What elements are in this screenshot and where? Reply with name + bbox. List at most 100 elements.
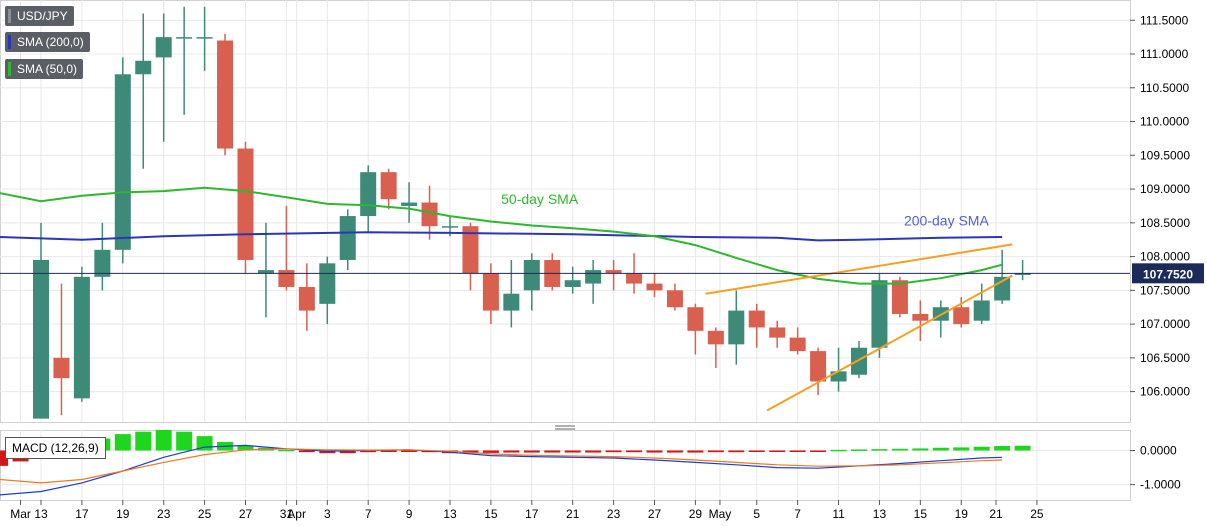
x-tick-label: 31: [280, 507, 294, 521]
macd-histogram-bar: [339, 450, 356, 454]
y-tick-label: 109.0000: [1140, 182, 1190, 196]
macd-histogram: [0, 430, 1031, 466]
candle: [401, 182, 418, 223]
candlestick-series: [33, 6, 1031, 419]
x-tick-label: 9: [406, 507, 413, 521]
x-tick-label: Apr: [287, 507, 306, 521]
candle: [73, 266, 90, 402]
macd-signal-line: [0, 448, 1003, 484]
x-tick-label: 25: [1030, 507, 1044, 521]
candle-body: [1014, 273, 1031, 275]
y-tick-label: 107.5000: [1140, 283, 1190, 297]
y-tick-label: 111.5000: [1140, 13, 1189, 27]
macd-histogram-bar: [912, 448, 929, 451]
candle-body: [564, 280, 581, 287]
candle-body: [155, 37, 172, 58]
sma50-annotation: 50-day SMA: [501, 191, 579, 207]
trendline: [705, 243, 1013, 295]
y-tick-label: 108.0000: [1140, 250, 1190, 264]
candle-body: [421, 202, 438, 227]
candle-body: [298, 286, 315, 311]
candle-body: [73, 276, 90, 399]
x-tick-label: May: [709, 507, 732, 521]
candle-body: [810, 351, 827, 382]
macd-histogram-bar: [544, 450, 561, 453]
macd-histogram-bar: [728, 450, 745, 453]
last-price-badge: [1132, 263, 1204, 284]
legend-sma200-label: SMA (200,0): [17, 35, 84, 49]
candle-body: [401, 202, 418, 206]
candle: [871, 273, 888, 358]
macd-histogram-bar: [585, 450, 602, 453]
macd-histogram-bar: [298, 450, 315, 453]
candle-body: [523, 259, 540, 291]
candle: [912, 300, 929, 341]
y-tick-label: 106.5000: [1140, 351, 1190, 365]
candle: [953, 297, 970, 328]
candle-body: [339, 216, 356, 260]
candle-body: [585, 270, 602, 284]
macd-histogram-bar: [687, 450, 704, 453]
macd-histogram-bar: [851, 449, 867, 451]
macd-histogram-bar: [994, 446, 1011, 451]
x-tick-label: Mar: [10, 507, 31, 521]
candle: [564, 266, 581, 294]
candle-body: [135, 60, 152, 75]
candle: [789, 327, 806, 355]
candle: [33, 222, 49, 419]
legend-sma200[interactable]: SMA (200,0): [5, 32, 90, 52]
macd-histogram-bar: [401, 450, 418, 452]
x-tick-label: 5: [753, 507, 760, 521]
candle-body: [257, 270, 274, 274]
x-tick-label: 15: [914, 507, 928, 521]
candle-body: [769, 327, 786, 338]
candle: [278, 205, 295, 291]
x-tick-label: 17: [75, 507, 89, 521]
candle-body: [666, 290, 683, 308]
macd-histogram-bar: [503, 450, 520, 453]
candle: [196, 6, 213, 71]
candle-body: [482, 273, 499, 311]
candle-body: [748, 310, 765, 328]
legend-macd[interactable]: MACD (12,26,9): [5, 437, 106, 459]
candle-body: [360, 172, 377, 217]
candle: [237, 141, 254, 274]
last-price-label: 107.7520: [1143, 267, 1193, 281]
candle: [687, 303, 704, 355]
macd-histogram-bar: [707, 450, 724, 453]
candle-body: [851, 347, 867, 375]
macd-histogram-bar: [932, 447, 949, 451]
candle-body: [380, 172, 397, 200]
y-tick-label: 107.0000: [1140, 317, 1190, 331]
candle-body: [442, 226, 458, 228]
macd-histogram-bar: [155, 430, 172, 451]
candle-body: [53, 357, 70, 379]
macd-histogram-bar: [871, 449, 888, 451]
x-tick-label: 13: [443, 507, 457, 521]
legend-sma50-label: SMA (50,0): [17, 62, 78, 76]
macd-histogram-bar: [605, 450, 622, 453]
candle: [319, 256, 336, 325]
x-tick-label: 7: [365, 507, 372, 521]
x-tick-label: 3: [324, 507, 331, 521]
candle: [728, 290, 745, 365]
macd-histogram-bar: [319, 450, 336, 454]
y-tick-label: 110.5000: [1140, 81, 1189, 95]
x-tick-label: 25: [198, 507, 212, 521]
y-tick-label: 109.5000: [1140, 148, 1190, 162]
candle-body: [728, 310, 745, 345]
candle-body: [319, 263, 336, 304]
legend-macd-label: MACD (12,26,9): [12, 441, 99, 455]
candle-body: [973, 300, 990, 321]
y-tick-label: 111.0000: [1140, 47, 1189, 61]
macd-histogram-bar: [626, 450, 643, 453]
candle-body: [953, 307, 970, 325]
candle: [523, 253, 540, 311]
macd-histogram-bar: [523, 450, 540, 453]
legend-sma50[interactable]: SMA (50,0): [5, 59, 84, 79]
candle: [217, 33, 234, 156]
candle: [1014, 259, 1031, 281]
symbol-swatch: [8, 9, 11, 23]
legend-symbol[interactable]: USD/JPY: [5, 6, 74, 26]
